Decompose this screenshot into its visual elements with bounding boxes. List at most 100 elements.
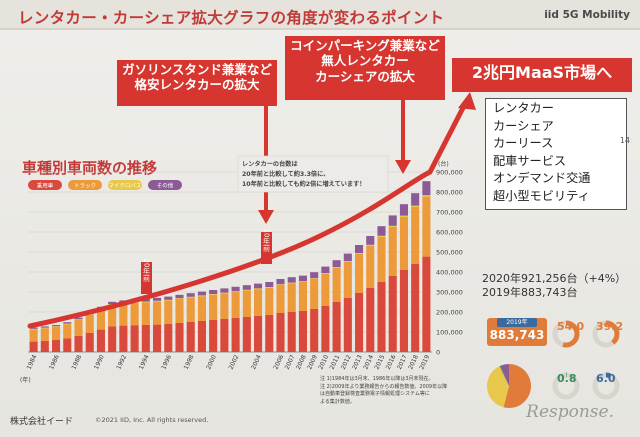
y-tick-label: 0: [436, 349, 440, 357]
bar-segment: [287, 282, 296, 284]
bar-segment: [108, 326, 117, 352]
bar-segment: [355, 253, 364, 254]
bar-segment: [164, 296, 173, 300]
bar-segment: [265, 315, 274, 352]
bar-segment: [63, 322, 72, 324]
bar-segment: [422, 181, 431, 196]
bar-segment: [242, 285, 251, 290]
bar-segment: [265, 282, 274, 287]
note-box: [237, 155, 389, 193]
service-item: 配車サービス: [493, 153, 567, 168]
service-item: レンタカー: [493, 101, 554, 115]
bar-segment: [29, 341, 38, 352]
bar-segment: [411, 264, 420, 352]
legend-swatch: [68, 180, 102, 190]
bar-segment: [343, 261, 352, 262]
bar-segment: [399, 215, 408, 217]
bar-segment: [276, 313, 285, 352]
pie-slice: [503, 364, 532, 409]
era-tag: [141, 262, 152, 294]
bar-segment: [310, 309, 319, 352]
x-unit-label: (年): [20, 376, 31, 384]
page-title: レンタカー・カーシェア拡大グラフの角度が変わるポイント: [18, 9, 445, 27]
bar-segment: [388, 227, 397, 276]
x-tick-label: 2000: [205, 354, 218, 371]
legend-label: その他: [157, 182, 174, 190]
x-tick-label: 2019: [418, 354, 431, 371]
x-tick-label: 1988: [71, 354, 84, 371]
bar-segment: [343, 253, 352, 261]
share-percent: 54.0: [557, 320, 585, 333]
stats-2019: 2019年883,743台: [482, 286, 578, 299]
era-tag: [261, 232, 272, 264]
bar-segment: [153, 324, 162, 352]
bar-segment: [96, 309, 105, 330]
bar-segment: [74, 336, 83, 352]
brand-logo: iid 5G Mobility: [544, 9, 630, 21]
bar-segment: [153, 297, 162, 301]
y-tick-label: 100,000: [436, 329, 463, 337]
legend-swatch: [148, 180, 182, 190]
bar-segment: [298, 282, 307, 311]
bar-segment: [141, 298, 150, 302]
callout-maas-market: 2兆円MaaS市場へ: [452, 58, 632, 92]
footer-company: 株式会社イード: [10, 417, 74, 427]
bar-segment: [399, 204, 408, 216]
x-tick-label: 2004: [250, 354, 263, 371]
bar-segment: [164, 324, 173, 352]
y-tick-label: 600,000: [436, 229, 463, 237]
bar-segment: [209, 294, 218, 320]
chart-title: 車種別車両数の推移: [22, 159, 157, 177]
x-tick-label: 1994: [138, 354, 151, 371]
bar-segment: [276, 279, 285, 285]
bar-segment: [411, 193, 420, 206]
y-tick-label: 500,000: [436, 249, 463, 257]
service-item: 超小型モビリティ: [493, 188, 590, 203]
legend-swatch: [108, 180, 142, 190]
y-tick-label: 800,000: [436, 189, 463, 197]
bar-segment: [355, 245, 364, 253]
donut-value: [552, 320, 580, 348]
bar-segment: [220, 293, 229, 319]
bar-segment: [85, 315, 94, 333]
bar-segment: [310, 278, 319, 279]
bar-segment: [422, 196, 431, 257]
share-percent: 0.8: [557, 372, 577, 385]
bar-segment: [40, 326, 49, 328]
era-label: 20年前: [143, 259, 151, 283]
bar-segment: [52, 326, 61, 327]
bar-segment: [186, 322, 195, 352]
bar-segment: [411, 205, 420, 207]
x-tick-label: 2002: [228, 354, 241, 371]
chart-note: レンタカーの台数は 20年前と比較して約3.3倍に、 10年前と比較しても約2倍に増…: [237, 155, 389, 193]
bar-segment: [175, 294, 184, 299]
donut-value: [592, 320, 620, 348]
y-tick-label: 900,000: [436, 169, 463, 177]
total-badge: 2019年 883,743: [487, 318, 547, 346]
bar-segment: [377, 226, 386, 236]
note-line: レンタカーの台数は: [242, 160, 298, 168]
callout-gas-station: ガソリンスタンド兼業など 格安レンタカーの拡大: [117, 60, 277, 106]
bar-segment: [388, 276, 397, 352]
bar-segment: [74, 319, 83, 320]
note-line: 20年前と比較して約3.3倍に、: [242, 170, 329, 178]
bar-segment: [29, 328, 38, 330]
legend-swatch: [28, 180, 62, 190]
bar-segment: [209, 290, 218, 294]
bar-segment: [85, 333, 94, 352]
bar-segment: [141, 301, 150, 303]
bar-segment: [74, 317, 83, 320]
y-tick-label: 300,000: [436, 289, 463, 297]
bar-segment: [366, 236, 375, 245]
y-tick-label: 700,000: [436, 209, 463, 217]
bar-segment: [321, 273, 330, 274]
bar-segment: [254, 288, 263, 290]
bar-segment: [40, 340, 49, 352]
share-percent: 39.2: [596, 320, 624, 333]
bar-segment: [388, 225, 397, 227]
bar-segment: [399, 270, 408, 352]
pie-slice: [500, 364, 509, 386]
chart-bars: [29, 181, 431, 352]
y-tick-label: 200,000: [436, 309, 463, 317]
callout-coin-parking: コインパーキング兼業など 無人レンタカー カーシェアの拡大: [285, 36, 445, 100]
